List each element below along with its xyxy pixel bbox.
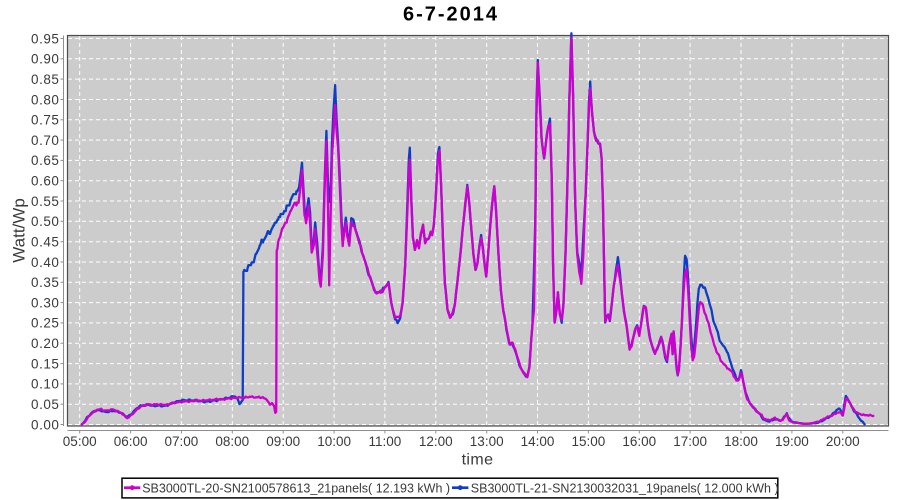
svg-text:0.15: 0.15 bbox=[31, 356, 59, 371]
svg-text:0.20: 0.20 bbox=[31, 336, 59, 351]
svg-text:07:00: 07:00 bbox=[165, 434, 199, 449]
svg-text:10:00: 10:00 bbox=[317, 434, 351, 449]
svg-text:0.30: 0.30 bbox=[31, 295, 59, 310]
svg-text:05:00: 05:00 bbox=[63, 434, 97, 449]
svg-text:0.40: 0.40 bbox=[31, 255, 59, 270]
svg-text:0.25: 0.25 bbox=[31, 316, 59, 331]
svg-text:14:00: 14:00 bbox=[521, 434, 555, 449]
svg-text:0.85: 0.85 bbox=[31, 72, 59, 87]
svg-text:15:00: 15:00 bbox=[572, 434, 606, 449]
svg-text:0.65: 0.65 bbox=[31, 153, 59, 168]
svg-text:6-7-2014: 6-7-2014 bbox=[403, 4, 499, 26]
svg-text:09:00: 09:00 bbox=[266, 434, 300, 449]
svg-text:11:00: 11:00 bbox=[369, 434, 402, 449]
svg-text:0.00: 0.00 bbox=[31, 417, 59, 432]
svg-text:12:00: 12:00 bbox=[419, 434, 453, 449]
svg-text:20:00: 20:00 bbox=[826, 434, 860, 449]
svg-text:18:00: 18:00 bbox=[724, 434, 758, 449]
svg-text:0.70: 0.70 bbox=[31, 133, 59, 148]
svg-text:06:00: 06:00 bbox=[114, 434, 148, 449]
svg-text:17:00: 17:00 bbox=[673, 434, 707, 449]
svg-text:0.55: 0.55 bbox=[31, 194, 59, 209]
svg-text:SB3000TL-21-SN2130032031_19pan: SB3000TL-21-SN2130032031_19panels( 12.00… bbox=[471, 482, 779, 496]
svg-text:0.60: 0.60 bbox=[31, 174, 59, 189]
svg-text:19:00: 19:00 bbox=[775, 434, 809, 449]
svg-text:time: time bbox=[462, 452, 494, 469]
svg-text:0.50: 0.50 bbox=[31, 214, 59, 229]
svg-text:0.05: 0.05 bbox=[31, 397, 59, 412]
svg-text:SB3000TL-20-SN2100578613_21pan: SB3000TL-20-SN2100578613_21panels( 12.19… bbox=[142, 482, 450, 496]
svg-text:0.75: 0.75 bbox=[31, 113, 59, 128]
svg-text:08:00: 08:00 bbox=[215, 434, 249, 449]
svg-text:13:00: 13:00 bbox=[470, 434, 504, 449]
svg-text:0.90: 0.90 bbox=[31, 52, 59, 67]
svg-text:0.95: 0.95 bbox=[31, 31, 59, 46]
svg-text:16:00: 16:00 bbox=[622, 434, 656, 449]
svg-text:Watt/Wp: Watt/Wp bbox=[10, 198, 29, 263]
svg-text:0.10: 0.10 bbox=[31, 377, 59, 392]
svg-text:0.80: 0.80 bbox=[31, 92, 59, 107]
svg-text:0.45: 0.45 bbox=[31, 235, 59, 250]
svg-text:0.35: 0.35 bbox=[31, 275, 59, 290]
